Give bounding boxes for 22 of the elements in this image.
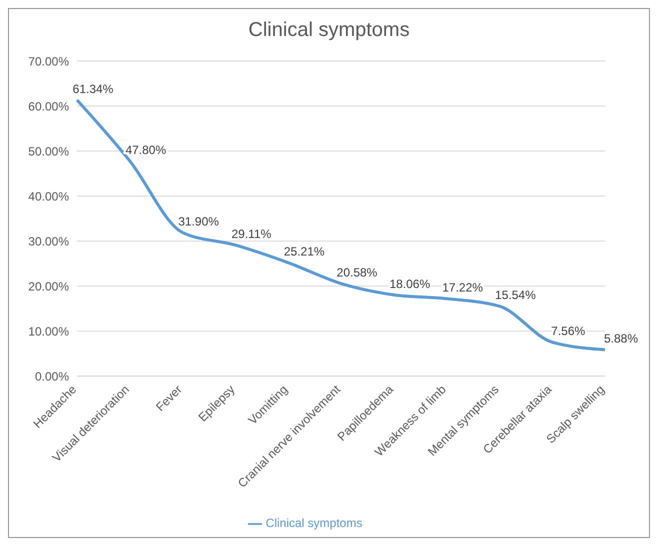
y-tick-label: 10.00%	[28, 324, 70, 338]
data-label: 25.21%	[284, 244, 325, 259]
data-label: 17.22%	[442, 280, 484, 295]
line-series	[76, 98, 606, 352]
data-label: 31.90%	[178, 214, 220, 229]
data-label: 7.56%	[551, 324, 586, 338]
y-tick-label: 70.00%	[28, 54, 70, 68]
y-tick-label: 60.00%	[28, 99, 70, 114]
data-label: 29.11%	[231, 227, 272, 242]
y-tick-label: 20.00%	[28, 279, 70, 294]
legend-label: Clinical symptoms	[266, 516, 362, 530]
data-label: 61.34%	[72, 82, 114, 96]
data-label: 5.88%	[604, 332, 638, 346]
data-label: 20.58%	[336, 266, 378, 280]
y-tick-label: 50.00%	[28, 144, 70, 158]
y-tick-label: 40.00%	[28, 189, 70, 204]
y-tick-label: 30.00%	[28, 234, 70, 248]
data-label: 15.54%	[495, 288, 536, 302]
data-label: 18.06%	[389, 276, 430, 291]
data-label: 47.80%	[125, 142, 166, 157]
y-tick-label: 0.00%	[34, 369, 70, 384]
chart-title: Clinical symptoms	[247, 19, 411, 42]
